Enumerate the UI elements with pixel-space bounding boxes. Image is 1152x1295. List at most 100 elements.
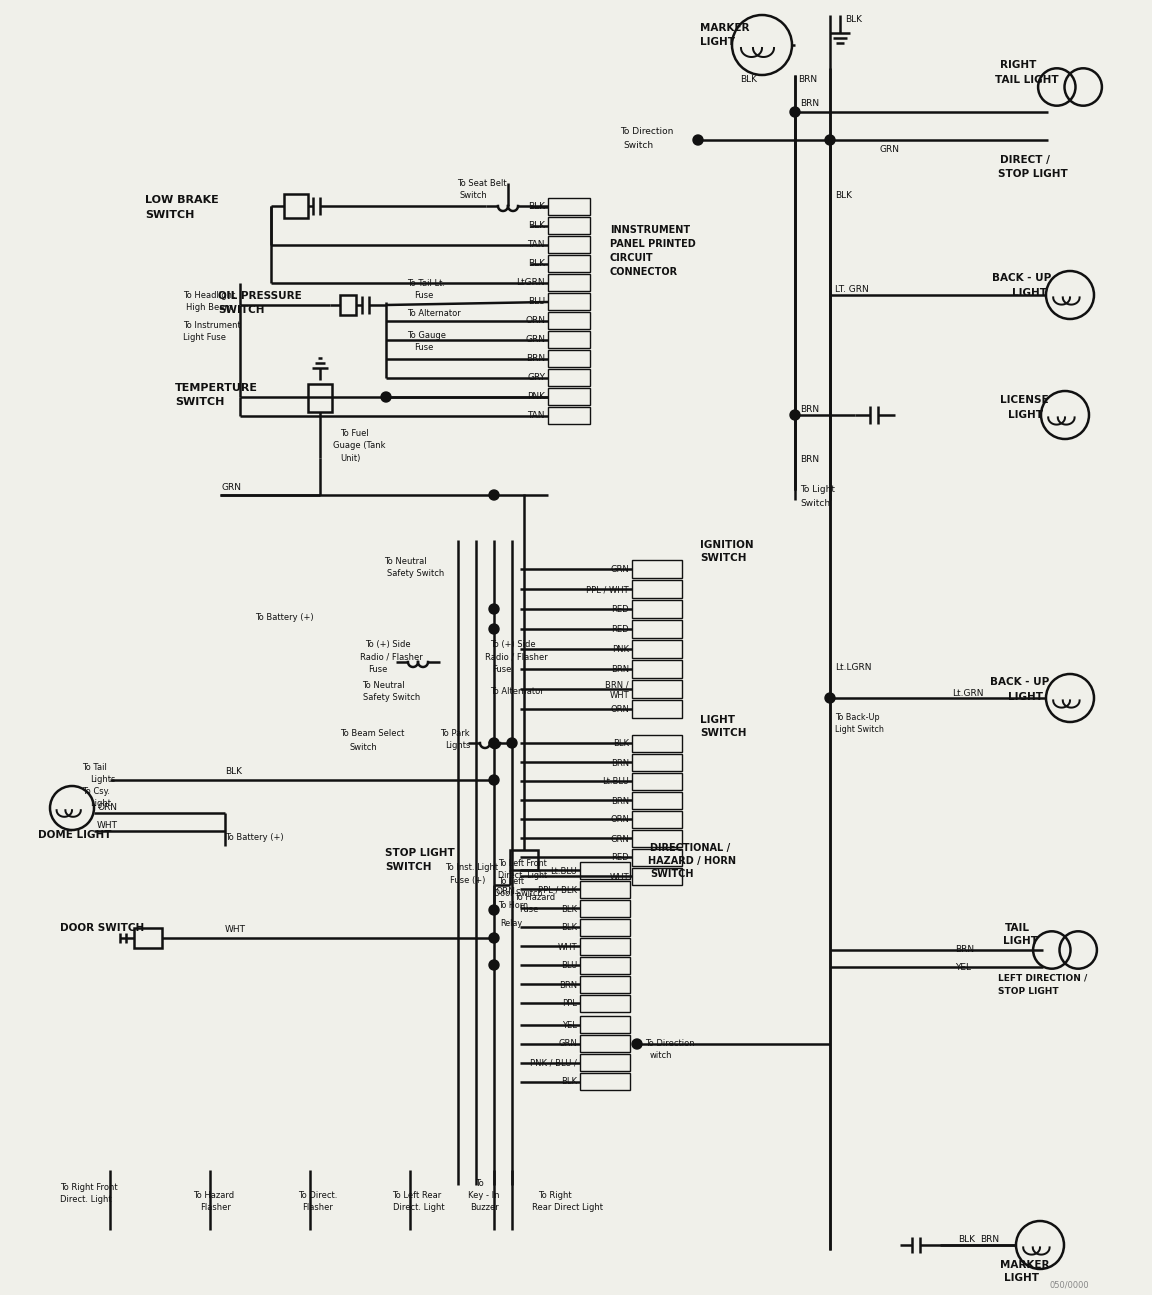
- Circle shape: [381, 392, 391, 401]
- Circle shape: [488, 905, 499, 916]
- Bar: [579, 938, 630, 954]
- Text: BLK: BLK: [846, 16, 862, 25]
- Text: To (+) Side: To (+) Side: [490, 641, 536, 650]
- Text: LOW BRAKE: LOW BRAKE: [145, 196, 219, 205]
- Text: BLK: BLK: [835, 190, 852, 199]
- Text: To Battery (+): To Battery (+): [255, 614, 313, 623]
- Bar: [632, 600, 682, 618]
- Circle shape: [488, 490, 499, 500]
- Text: PNK: PNK: [526, 392, 545, 401]
- Bar: [632, 850, 682, 866]
- Circle shape: [632, 1039, 642, 1049]
- Text: To Tail Lt.: To Tail Lt.: [407, 278, 445, 287]
- Circle shape: [825, 693, 835, 703]
- Text: INNSTRUMENT: INNSTRUMENT: [611, 225, 690, 234]
- Text: To Direction: To Direction: [645, 1040, 695, 1049]
- Text: To Gauge: To Gauge: [407, 330, 446, 339]
- Text: To Csy.: To Csy.: [82, 787, 109, 796]
- Text: Lt.BLU: Lt.BLU: [602, 777, 629, 786]
- Text: TAN: TAN: [528, 240, 545, 249]
- Text: To Horn: To Horn: [498, 900, 528, 909]
- Text: BLK: BLK: [528, 221, 545, 231]
- Text: LIGHT: LIGHT: [700, 38, 735, 47]
- Bar: [579, 881, 630, 897]
- Bar: [285, 194, 308, 218]
- Bar: [632, 773, 682, 790]
- Text: SWITCH: SWITCH: [385, 862, 432, 872]
- Bar: [632, 793, 682, 809]
- Text: Rear Direct Light: Rear Direct Light: [532, 1203, 602, 1212]
- Text: GRN: GRN: [611, 834, 629, 843]
- Text: YEL: YEL: [955, 962, 971, 971]
- Text: SWITCH: SWITCH: [700, 728, 746, 738]
- Bar: [579, 1054, 630, 1071]
- Bar: [548, 332, 590, 348]
- Text: To Left Front: To Left Front: [498, 859, 547, 868]
- Text: To Left Rear: To Left Rear: [392, 1190, 441, 1199]
- Text: CONNECTOR: CONNECTOR: [611, 267, 679, 277]
- Text: Lt.BLU: Lt.BLU: [551, 866, 577, 875]
- Circle shape: [790, 411, 799, 420]
- Circle shape: [507, 738, 517, 749]
- Bar: [632, 559, 682, 578]
- Bar: [548, 388, 590, 405]
- Text: YEL: YEL: [562, 1020, 577, 1030]
- Text: Switch: Switch: [460, 190, 487, 199]
- Text: BRN /
WHT: BRN / WHT: [605, 680, 629, 699]
- Text: To Neutral: To Neutral: [384, 558, 426, 566]
- Bar: [632, 580, 682, 598]
- Bar: [308, 385, 332, 412]
- Text: 050/0000: 050/0000: [1049, 1281, 1090, 1290]
- Bar: [510, 850, 538, 870]
- Bar: [340, 295, 356, 315]
- Text: To (+) Side: To (+) Side: [365, 641, 410, 650]
- Text: STOP LIGHT: STOP LIGHT: [998, 987, 1059, 996]
- Text: SWITCH: SWITCH: [145, 210, 195, 220]
- Text: Light Fuse: Light Fuse: [183, 334, 226, 342]
- Text: SWITCH: SWITCH: [175, 398, 225, 407]
- Text: To Direction: To Direction: [620, 127, 674, 136]
- Text: LICENSE: LICENSE: [1000, 395, 1048, 405]
- Text: GRN: GRN: [559, 1040, 577, 1049]
- Bar: [632, 754, 682, 771]
- Text: To Seat Belt: To Seat Belt: [457, 179, 507, 188]
- Text: Flasher: Flasher: [302, 1203, 333, 1212]
- Bar: [548, 275, 590, 291]
- Text: BRN: BRN: [525, 354, 545, 363]
- Text: Switch: Switch: [623, 141, 653, 150]
- Text: ORN: ORN: [611, 706, 629, 715]
- Circle shape: [488, 624, 499, 635]
- Text: GRY: GRY: [526, 373, 545, 382]
- Text: DOOR SWITCH: DOOR SWITCH: [60, 923, 144, 932]
- Text: TAN: TAN: [528, 411, 545, 420]
- Text: Fuse: Fuse: [414, 290, 433, 299]
- Bar: [632, 640, 682, 658]
- Text: LIGHT: LIGHT: [1003, 936, 1038, 947]
- Bar: [579, 995, 630, 1011]
- Text: PNK: PNK: [612, 645, 629, 654]
- Circle shape: [488, 603, 499, 614]
- Text: Fuse: Fuse: [414, 342, 433, 351]
- Text: Direct. Light: Direct. Light: [498, 870, 547, 879]
- Text: RED: RED: [612, 606, 629, 615]
- Text: BACK - UP: BACK - UP: [992, 273, 1052, 284]
- Text: STOP LIGHT: STOP LIGHT: [385, 848, 455, 859]
- Text: Lt.GRN: Lt.GRN: [952, 689, 984, 698]
- Text: BLK: BLK: [740, 75, 757, 84]
- Circle shape: [790, 107, 799, 117]
- Text: To Park: To Park: [440, 729, 470, 737]
- Text: To Light: To Light: [799, 486, 835, 495]
- Circle shape: [488, 774, 499, 785]
- Bar: [548, 312, 590, 329]
- Bar: [579, 919, 630, 936]
- Text: PPL / WHT: PPL / WHT: [586, 585, 629, 594]
- Bar: [579, 862, 630, 879]
- Text: To Alternator: To Alternator: [490, 688, 544, 697]
- Text: STOP LIGHT: STOP LIGHT: [998, 170, 1068, 179]
- Text: BRN: BRN: [611, 796, 629, 805]
- Text: PANEL PRINTED: PANEL PRINTED: [611, 240, 696, 249]
- Text: DOME LIGHT: DOME LIGHT: [38, 830, 112, 840]
- Text: Safety Switch: Safety Switch: [363, 693, 420, 702]
- Text: ORN: ORN: [97, 803, 118, 812]
- Text: BRN: BRN: [611, 666, 629, 675]
